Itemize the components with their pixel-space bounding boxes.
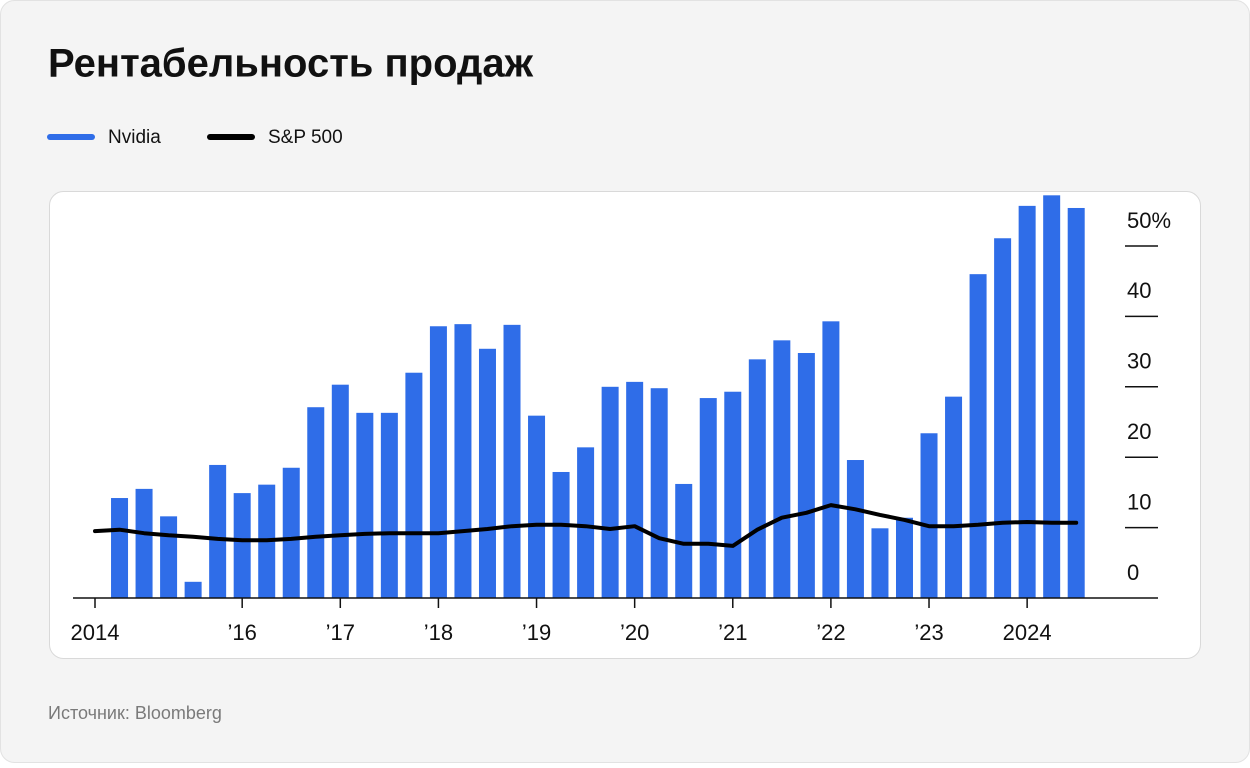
bar — [1018, 205, 1036, 598]
bar — [380, 412, 398, 598]
bar — [577, 447, 595, 598]
bar — [184, 581, 202, 598]
x-tick-label: ’22 — [816, 620, 845, 645]
chart-title: Рентабельность продаж — [48, 42, 534, 86]
bar — [822, 321, 840, 598]
bar — [233, 493, 251, 598]
bar — [773, 340, 791, 598]
x-tick-label: ’21 — [718, 620, 747, 645]
bar — [331, 384, 349, 598]
bar — [871, 528, 889, 598]
bar — [945, 396, 963, 598]
bar — [282, 467, 300, 598]
x-tick-label: 2024 — [1003, 620, 1052, 645]
bar — [429, 326, 447, 598]
bar — [601, 386, 619, 598]
bar — [1067, 207, 1085, 598]
x-tick-label: ’18 — [424, 620, 453, 645]
bar — [969, 274, 987, 598]
source: Источник: Bloomberg — [48, 703, 222, 723]
y-tick-label: 0 — [1127, 560, 1139, 585]
bar — [552, 471, 570, 598]
bar — [454, 324, 472, 598]
bar — [356, 412, 374, 598]
bar — [111, 498, 129, 598]
bar — [895, 517, 913, 598]
legend: Nvidia S&P 500 — [47, 127, 343, 148]
bar — [748, 359, 766, 598]
legend-label: S&P 500 — [268, 127, 343, 148]
bar — [135, 488, 153, 598]
bar — [160, 516, 178, 598]
y-tick-label: 50% — [1127, 208, 1171, 233]
y-tick-label: 30 — [1127, 349, 1151, 374]
bar — [209, 464, 227, 598]
bar — [1043, 195, 1061, 598]
bar — [846, 460, 864, 598]
bar — [626, 381, 644, 598]
x-tick-label: ’17 — [326, 620, 355, 645]
y-tick-label: 40 — [1127, 278, 1151, 303]
bar — [478, 348, 496, 598]
bar — [650, 388, 668, 598]
line — [93, 503, 1079, 548]
bar — [307, 407, 325, 598]
bar — [699, 398, 717, 598]
y-tick-label: 20 — [1127, 419, 1151, 444]
bar — [528, 415, 546, 598]
bar — [405, 372, 423, 598]
x-tick-label: ’23 — [914, 620, 943, 645]
bar — [724, 391, 742, 598]
bar — [797, 353, 815, 598]
legend-label: Nvidia — [108, 127, 161, 148]
bar — [994, 238, 1012, 599]
bar — [503, 324, 521, 598]
bar — [675, 483, 693, 598]
x-tick-label: ’16 — [228, 620, 257, 645]
x-tick-label: ’19 — [522, 620, 551, 645]
x-tick-label: ’20 — [620, 620, 649, 645]
y-tick-label: 10 — [1127, 489, 1151, 514]
x-tick-label: 2014 — [71, 620, 120, 645]
bar — [920, 433, 938, 598]
